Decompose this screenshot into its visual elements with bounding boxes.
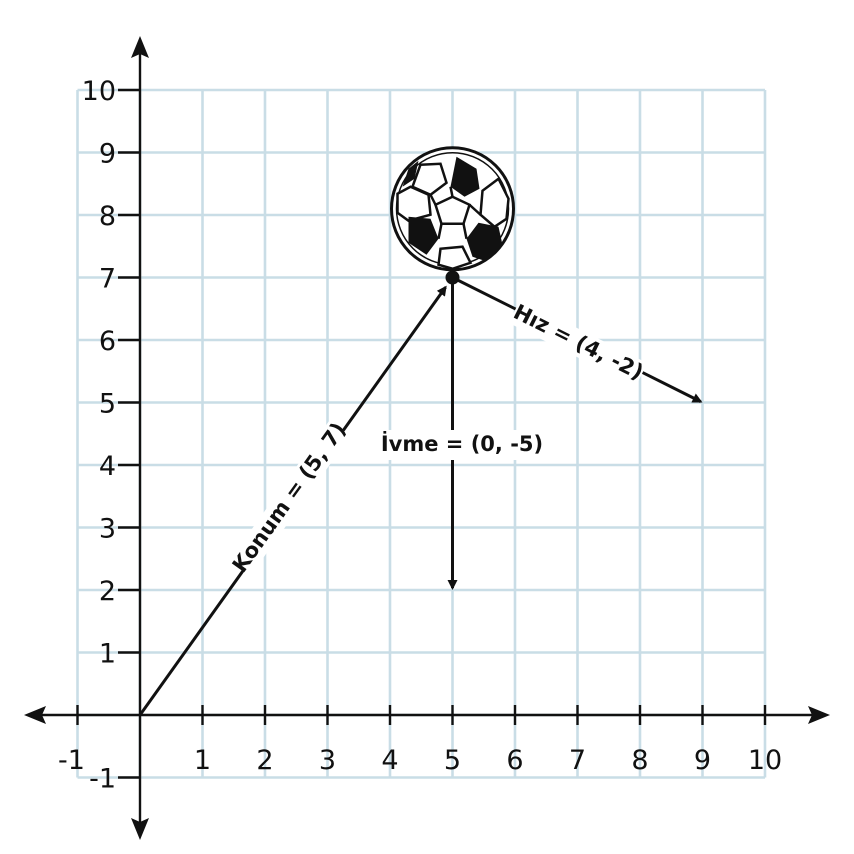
soccer-ball-icon (390, 146, 515, 272)
acceleration-vector-label: İvme = (0, -5) (381, 431, 543, 456)
x-axis-arrow-right (808, 706, 830, 724)
vectors (138, 276, 703, 716)
y-axis-arrow-down (131, 818, 149, 840)
position-label-background (229, 420, 351, 576)
x-tick-label: 4 (381, 745, 398, 776)
position-label-group: Konum = (5, 7) (228, 418, 351, 577)
y-tick-label: 1 (99, 639, 116, 670)
x-tick-label: -1 (58, 745, 85, 776)
axes (24, 36, 830, 840)
x-tick-label: 10 (748, 745, 782, 776)
y-tick-label: 10 (82, 76, 116, 107)
x-tick-label: 5 (444, 745, 461, 776)
acceleration-label-background (387, 430, 537, 460)
y-axis-arrow-up (131, 36, 149, 58)
acceleration-label-group: İvme = (0, -5) (381, 430, 543, 460)
x-tick-label: 8 (631, 745, 648, 776)
y-tick-label: 5 (99, 389, 116, 420)
y-tick-label: 8 (99, 201, 116, 232)
velocity-label-background (508, 299, 648, 387)
x-tick-label: 1 (194, 745, 211, 776)
position-vector-label: Konum = (5, 7) (228, 418, 351, 577)
ball-position-point (445, 270, 460, 285)
y-tick-label: 6 (99, 326, 116, 357)
y-tick-label: 4 (99, 451, 116, 482)
x-tick-label: 7 (569, 745, 586, 776)
y-tick-label: -1 (89, 764, 116, 795)
y-tick-label: 3 (99, 514, 116, 545)
x-tick-label: 2 (256, 745, 273, 776)
x-tick-label: 9 (694, 745, 711, 776)
x-axis-arrow-left (24, 706, 46, 724)
y-tick-label: 9 (99, 139, 116, 170)
y-tick-label: 2 (99, 576, 116, 607)
tick-labels: -1 1 2 3 4 5 6 7 8 9 10 -1 1 2 3 4 5 6 7 8 9 10 (58, 76, 782, 795)
y-tick-label: 7 (99, 264, 116, 295)
ticks (76, 88, 767, 779)
x-tick-label: 3 (319, 745, 336, 776)
x-tick-label: 6 (506, 745, 523, 776)
